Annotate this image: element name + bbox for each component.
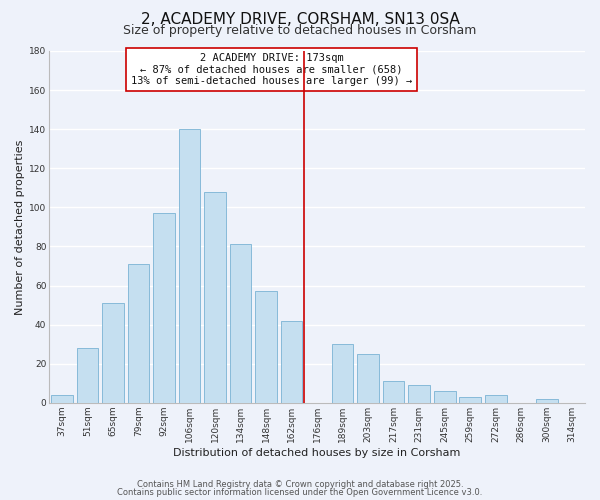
- Bar: [230, 244, 251, 403]
- Bar: [357, 354, 379, 403]
- Text: Contains HM Land Registry data © Crown copyright and database right 2025.: Contains HM Land Registry data © Crown c…: [137, 480, 463, 489]
- Text: Size of property relative to detached houses in Corsham: Size of property relative to detached ho…: [124, 24, 476, 37]
- Bar: [255, 292, 277, 403]
- Text: 2 ACADEMY DRIVE: 173sqm
← 87% of detached houses are smaller (658)
13% of semi-d: 2 ACADEMY DRIVE: 173sqm ← 87% of detache…: [131, 53, 412, 86]
- Text: 2, ACADEMY DRIVE, CORSHAM, SN13 0SA: 2, ACADEMY DRIVE, CORSHAM, SN13 0SA: [140, 12, 460, 28]
- Bar: [179, 129, 200, 403]
- Bar: [153, 213, 175, 403]
- Bar: [51, 395, 73, 403]
- Bar: [77, 348, 98, 403]
- Bar: [204, 192, 226, 403]
- Text: Contains public sector information licensed under the Open Government Licence v3: Contains public sector information licen…: [118, 488, 482, 497]
- Bar: [383, 382, 404, 403]
- Bar: [128, 264, 149, 403]
- Bar: [485, 395, 506, 403]
- Bar: [332, 344, 353, 403]
- Bar: [460, 397, 481, 403]
- Bar: [536, 399, 557, 403]
- X-axis label: Distribution of detached houses by size in Corsham: Distribution of detached houses by size …: [173, 448, 461, 458]
- Bar: [281, 320, 302, 403]
- Y-axis label: Number of detached properties: Number of detached properties: [15, 139, 25, 314]
- Bar: [102, 303, 124, 403]
- Bar: [434, 391, 455, 403]
- Bar: [409, 385, 430, 403]
